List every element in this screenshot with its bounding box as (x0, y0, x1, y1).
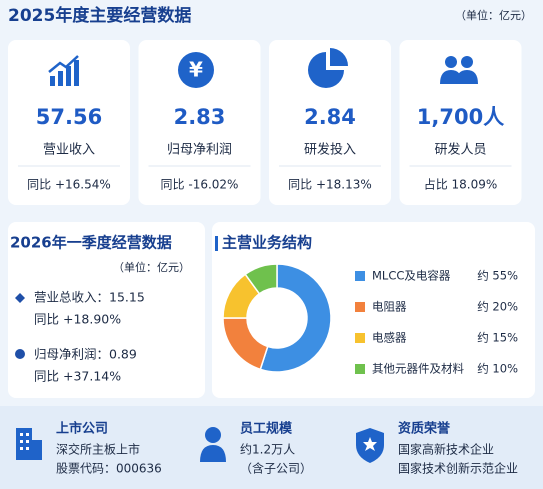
slice (244, 263, 278, 295)
legend-swatch (355, 364, 365, 374)
value-label: 约 20% (477, 300, 518, 314)
footer-line: 约1.2万人 (240, 442, 295, 457)
bullet (15, 349, 25, 359)
kpi-change: 同比 -16.02% (161, 178, 239, 192)
kpi-card (138, 40, 261, 205)
legend-swatch (355, 333, 365, 343)
unit: （单位：亿元） (455, 8, 532, 22)
legend: MLCC及电容器 约 55% 电阻器 约 20% 电感器 约 15% 其他元器件及材料约 1… (355, 269, 518, 376)
svg-text:¥: ¥ (189, 58, 203, 82)
footer (0, 406, 543, 489)
legend-label: MLCC及电容器 (372, 269, 451, 283)
q1-label: 营业总收入：15.15 (34, 290, 145, 305)
footer-line: 股票代码：000636 (56, 462, 162, 476)
kpi-value: 2.83 (174, 105, 226, 129)
kpi-label: 研发投入 (304, 142, 356, 158)
value-label: 约 55% (477, 269, 518, 283)
q1-items: 营业总收入：15.15 同比 +18.90% 归母净利润：0.89 同比 +37.14… (34, 290, 145, 384)
kpi-card (8, 40, 130, 205)
legend-label: 其他元器件及材料 (372, 362, 464, 376)
q1-change: 同比 +37.14% (34, 369, 121, 384)
kpi-change: 占比 18.09% (424, 177, 498, 192)
kpi-value: 57.56 (36, 105, 102, 129)
title-bar (215, 236, 218, 251)
footer-title: 员工规模 (240, 421, 293, 437)
kpi-change: 同比 +18.13% (288, 178, 372, 192)
q1-change: 同比 +18.90% (34, 312, 121, 327)
bullet (15, 293, 25, 303)
legend-swatch (355, 271, 365, 281)
legend-label: 电阻器 (372, 300, 407, 314)
kpi-card (269, 40, 391, 205)
kpi-change: 同比 +16.54% (27, 178, 111, 192)
footer-line: （含子公司） (240, 461, 312, 476)
kpi-icons: ¥ (48, 48, 478, 88)
value-label: 约 10% (477, 362, 518, 376)
kpi-card (399, 40, 522, 205)
footer-title: 资质荣誉 (398, 421, 451, 437)
footer-line: 国家技术创新示范企业 (398, 461, 518, 476)
donut (222, 263, 332, 373)
kpi-label: 研发人员 (434, 142, 486, 158)
chart-title: 主营业务结构 (222, 234, 312, 252)
legend-label: 电感器 (372, 331, 407, 345)
kpi-label: 营业收入 (43, 143, 95, 158)
footer-line: 深交所主板上市 (56, 442, 140, 457)
footer-icons (16, 427, 384, 463)
q1-title: 2026年一季度经营数据 (10, 234, 172, 252)
kpi-value: 2.84 (304, 105, 356, 129)
page-title: 2025年度主要经营数据 (8, 5, 191, 26)
q1-card (8, 222, 205, 398)
kpi-label: 归母净利润 (167, 143, 232, 158)
slice (259, 263, 332, 373)
footer-line: 国家高新技术企业 (398, 442, 494, 457)
q1-unit: （单位：亿元） (113, 260, 190, 274)
kpi-value: 1,700人 (417, 105, 504, 129)
legend-swatch (355, 302, 365, 312)
footer-title: 上市公司 (56, 421, 108, 437)
q1-label: 归母净利润：0.89 (34, 347, 137, 362)
value-label: 约 15% (477, 331, 518, 345)
